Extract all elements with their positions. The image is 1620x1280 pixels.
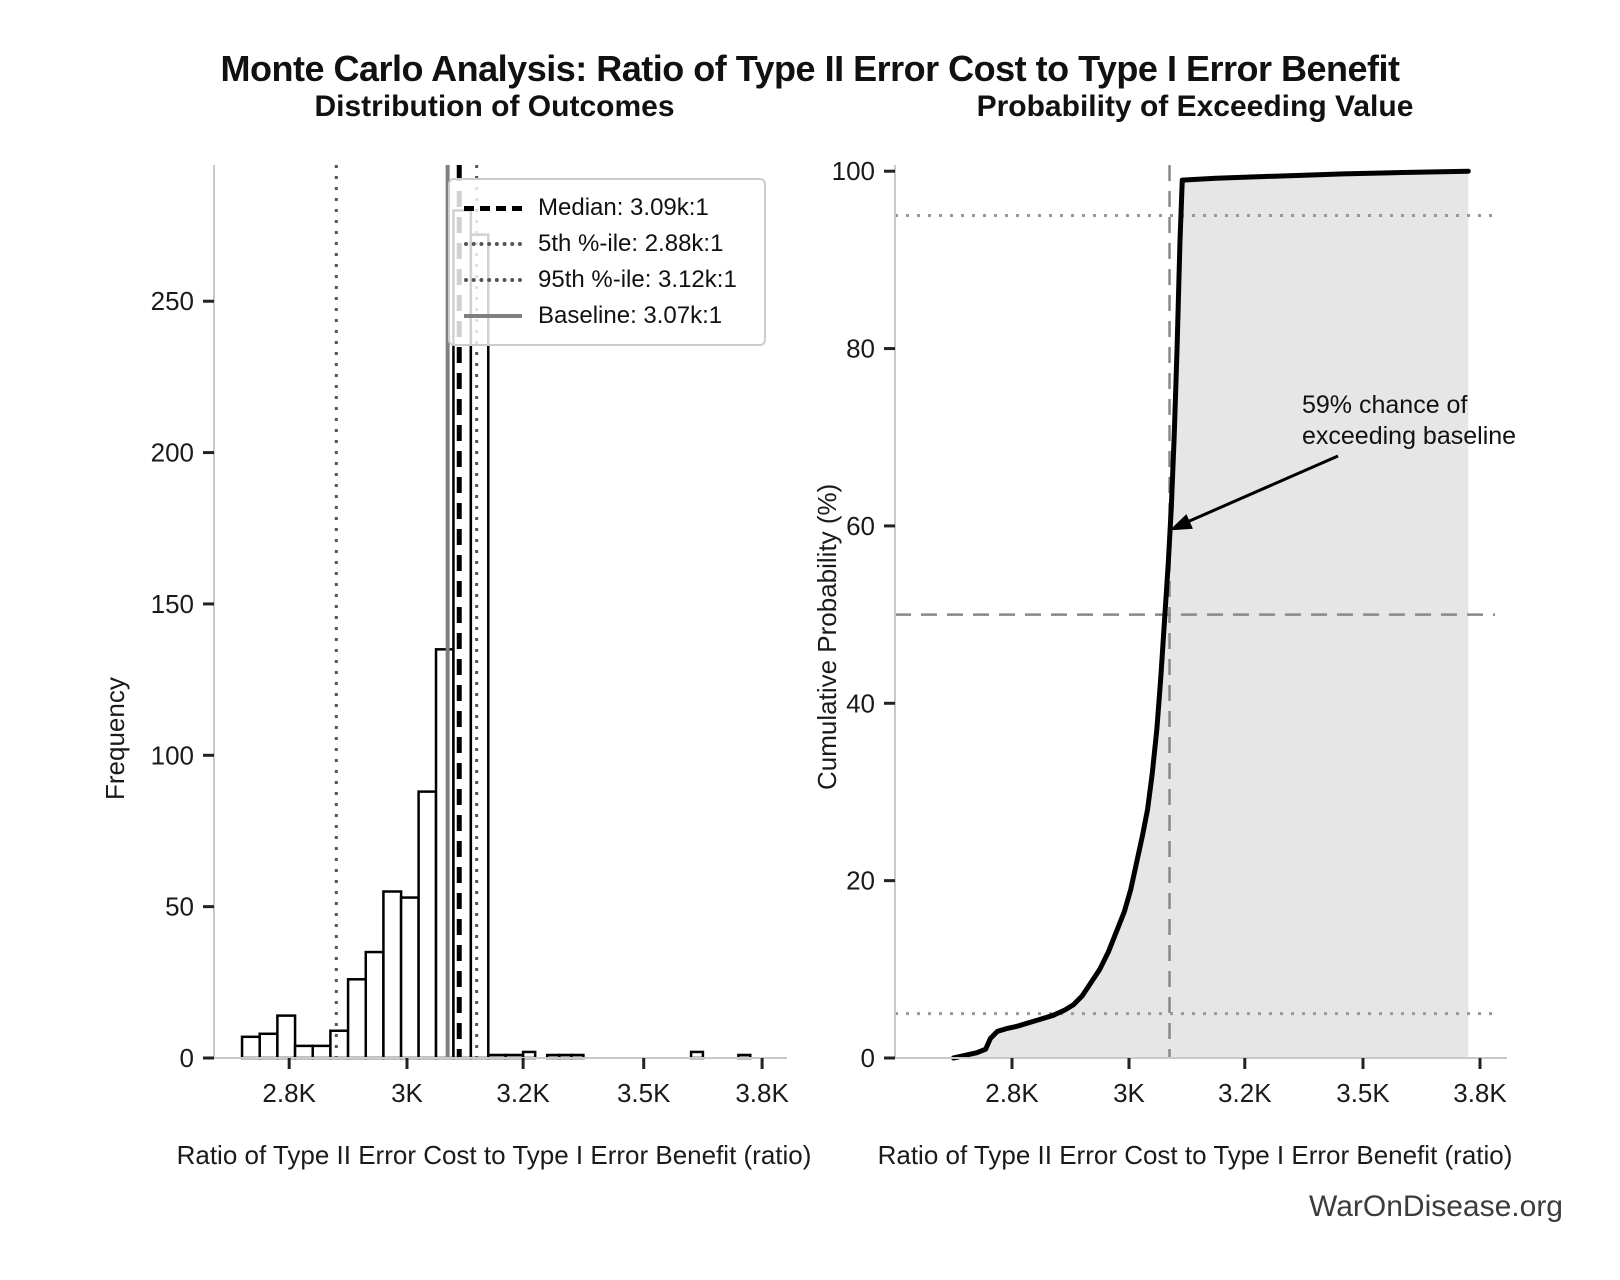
histogram-bar [258,1032,279,1060]
histogram-x-axis-label: Ratio of Type II Error Cost to Type I Er… [176,1140,812,1170]
x-tick-label-cdf: 3.5K [1336,1078,1390,1108]
histogram-bar [346,978,368,1060]
cdf-x-axis-label: Ratio of Type II Error Cost to Type I Er… [877,1140,1513,1170]
legend-label-5th-percentile: 5th %-ile: 2.88k:1 [538,230,724,257]
y-tick-label-cdf: 0 [861,1043,875,1073]
histogram-y-axis-label: Frequency [100,677,130,800]
x-tick-label-cdf: 3.2K [1218,1078,1272,1108]
annotation-arrowhead [1169,514,1193,531]
legend-item-5th-percentile: 5th %-ile: 2.88k:1 [464,226,750,262]
histogram-bar [434,648,455,1060]
histogram-bar [329,1029,350,1060]
y-tick-label-hist: 50 [165,892,194,922]
legend-label-baseline: Baseline: 3.07k:1 [538,302,723,329]
histogram-bar [293,1044,314,1060]
page-title: Monte Carlo Analysis: Ratio of Type II E… [220,48,1401,89]
annotation-line2: exceeding baseline [1302,422,1517,450]
legend-label-median: Median: 3.09k:1 [538,194,709,221]
histogram-legend: Median: 3.09k:1 5th %-ile: 2.88k:1 95th … [448,178,766,346]
y-tick-label-hist: 250 [151,286,194,316]
y-tick-label-cdf: 60 [846,511,875,541]
histogram-bar [364,950,385,1060]
baseline-line-icon [464,314,522,318]
legend-item-95th-percentile: 95th %-ile: 3.12k:1 [464,262,750,298]
legend-label-95th-percentile: 95th %-ile: 3.12k:1 [538,266,737,293]
x-tick-label-hist: 2.8K [262,1078,316,1108]
x-tick-label-hist: 3.8K [735,1078,789,1108]
y-tick-label-cdf: 100 [832,156,875,186]
x-tick-label-hist: 3K [391,1078,423,1108]
x-tick-label-cdf: 3K [1113,1078,1145,1108]
cdf-y-axis-label: Cumulative Probability (%) [812,483,842,790]
histogram-title: Distribution of Outcomes [314,90,675,123]
histogram-bar [311,1044,332,1060]
y-tick-label-cdf: 40 [846,688,875,718]
legend-item-median: Median: 3.09k:1 [464,190,750,226]
y-tick-label-hist: 0 [180,1043,194,1073]
histogram-bar [276,1014,297,1060]
y-tick-label-hist: 200 [151,438,194,468]
cdf-curve [951,168,1471,1061]
x-tick-label-hist: 3.2K [496,1078,550,1108]
histogram-bar [417,790,438,1060]
annotation-line1: 59% chance of [1302,391,1468,419]
cdf-title: Probability of Exceeding Value [976,90,1414,123]
watermark: WarOnDisease.org [1309,1190,1563,1223]
y-tick-label-hist: 100 [151,740,194,770]
histogram-bar [240,1035,261,1060]
legend-item-baseline: Baseline: 3.07k:1 [464,298,750,334]
percentile95-line-icon [464,278,522,282]
x-tick-label-cdf: 2.8K [985,1078,1039,1108]
percentile5-line-icon [464,242,522,246]
histogram-bar [399,896,420,1060]
x-tick-label-cdf: 3.8K [1453,1078,1507,1108]
median-line-icon [464,205,522,211]
annotation-arrow-line [1178,454,1339,527]
cdf-annotation: 59% chance of exceeding baseline [1302,390,1516,452]
x-tick-label-hist: 3.5K [617,1078,671,1108]
histogram-bar [469,233,490,1060]
y-tick-label-cdf: 80 [846,334,875,364]
y-tick-label-cdf: 20 [846,866,875,896]
histogram-bar [382,890,403,1060]
y-tick-label-hist: 150 [151,589,194,619]
